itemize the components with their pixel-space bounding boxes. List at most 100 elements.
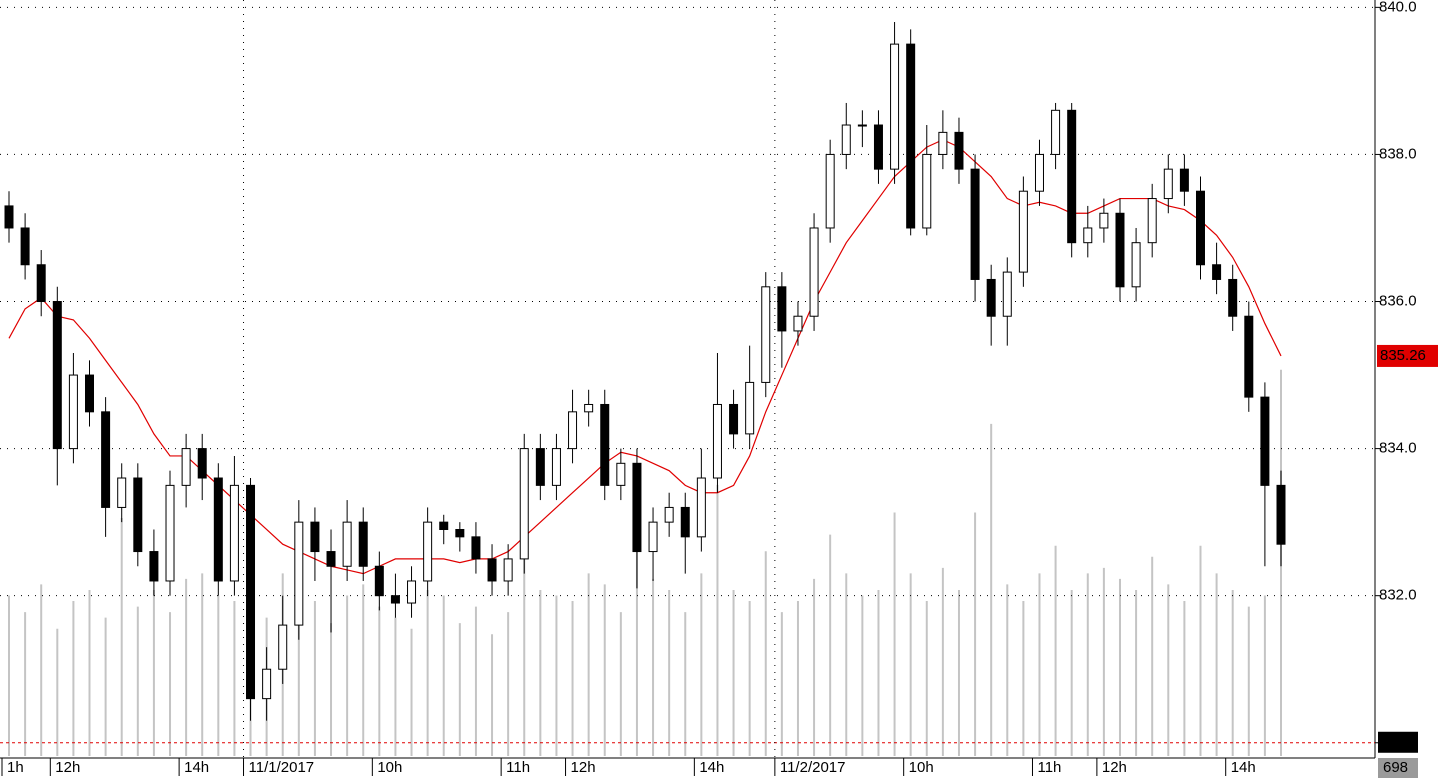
candle-body <box>519 448 529 560</box>
candle-body <box>213 477 223 582</box>
candle-body <box>922 153 932 229</box>
x-tick-label: 12h <box>1102 759 1127 776</box>
candle-body <box>1228 278 1238 317</box>
candle-body <box>568 411 578 450</box>
candle-body <box>1018 190 1028 273</box>
candle-body <box>535 448 545 486</box>
candle-body <box>294 521 304 626</box>
candle-body <box>85 374 95 413</box>
price-label-box <box>1377 344 1438 367</box>
candle-body <box>117 477 127 508</box>
candle-body <box>390 595 400 604</box>
price-label: 835.26 <box>1380 347 1426 364</box>
candle-body <box>745 381 755 435</box>
candle-body <box>1099 212 1109 229</box>
candle-body <box>165 484 175 582</box>
candle-body <box>793 315 803 332</box>
y-tick-label: 840.0 <box>1379 0 1417 15</box>
candle-body <box>326 551 336 567</box>
candle-body <box>310 521 320 553</box>
candle-body <box>986 278 996 317</box>
candle-body <box>1244 315 1254 398</box>
x-tick-label: 12h <box>55 759 80 776</box>
x-tick-label: 10h <box>377 759 402 776</box>
candle-body <box>696 477 706 538</box>
candle-body <box>374 565 384 597</box>
candle-body <box>1002 271 1012 317</box>
candle-body <box>68 374 78 450</box>
candle-body <box>1260 396 1270 486</box>
candle-body <box>938 131 948 155</box>
candle-body <box>1083 227 1093 244</box>
candle-body <box>551 448 561 486</box>
y-tick-label: 838.0 <box>1379 145 1417 162</box>
y-tick-label: 836.0 <box>1379 292 1417 309</box>
candle-body <box>729 403 739 435</box>
x-tick-label: 11h <box>1037 759 1061 776</box>
candle-body <box>487 558 497 582</box>
candle-body <box>407 580 417 604</box>
candle-body <box>471 536 481 560</box>
candle-body <box>1067 109 1077 244</box>
candle-body <box>439 521 449 530</box>
candle-body <box>712 403 722 479</box>
candle-body <box>680 506 690 538</box>
candle-body <box>906 43 916 229</box>
candle-body <box>841 124 851 155</box>
candle-body <box>970 168 980 280</box>
candle-body <box>1131 242 1141 288</box>
x-tick-label: 14h <box>699 759 724 776</box>
candle-body <box>890 43 900 170</box>
candle-body <box>777 286 787 332</box>
candle-body <box>873 124 883 170</box>
candle-body <box>1051 109 1061 155</box>
candle-body <box>229 484 239 582</box>
candle-body <box>503 558 513 582</box>
candle-body <box>632 462 642 553</box>
candle-body <box>197 448 207 479</box>
candle-body <box>809 227 819 317</box>
candle-body <box>455 528 465 538</box>
x-tick-label: 12h <box>571 759 596 776</box>
x-tick-label: 11h <box>506 759 530 776</box>
candle-body <box>133 477 143 553</box>
candle-body <box>1276 484 1286 545</box>
y-tick-box <box>1378 731 1418 753</box>
candle-body <box>761 286 771 383</box>
candle-body <box>1115 212 1125 288</box>
candle-body <box>262 668 272 700</box>
candle-body <box>36 264 46 303</box>
candle-body <box>664 506 674 523</box>
candle-body <box>1195 190 1205 266</box>
candle-body <box>1147 198 1157 244</box>
candle-body <box>246 484 256 700</box>
candle-body <box>181 448 191 486</box>
candle-body <box>4 205 14 229</box>
candle-body <box>857 124 867 127</box>
candle-body <box>52 301 62 450</box>
candle-body <box>954 131 964 170</box>
candle-body <box>342 521 352 567</box>
candle-body <box>648 521 658 553</box>
candle-body <box>1034 153 1044 192</box>
x-tick-label: 14h <box>184 759 209 776</box>
volume-label: 698 <box>1383 759 1408 776</box>
candle-body <box>1212 264 1222 280</box>
candle-body <box>101 411 111 508</box>
candle-body <box>358 521 368 567</box>
moving-average <box>8 139 1282 575</box>
y-tick-label: 832.0 <box>1379 587 1417 604</box>
x-tick-label: 11/2/2017 <box>780 759 846 776</box>
y-tick-label: 830.0 <box>1381 734 1419 751</box>
candle-body <box>149 551 159 582</box>
candle-body <box>1163 168 1173 200</box>
x-tick-label: 11/1/2017 <box>249 759 315 776</box>
candle-body <box>584 403 594 413</box>
y-tick-label: 834.0 <box>1379 440 1417 457</box>
x-tick-label: 1h <box>7 759 24 776</box>
x-tick-label: 10h <box>909 759 934 776</box>
candle-body <box>825 153 835 229</box>
candle-body <box>600 403 610 486</box>
volume-label-box <box>1378 758 1418 778</box>
